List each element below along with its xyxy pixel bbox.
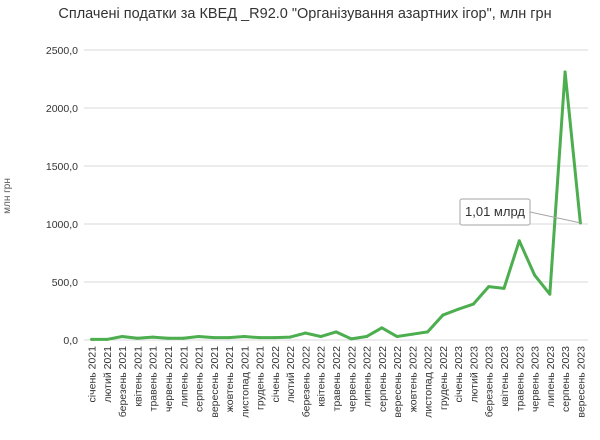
x-tick-label: травень 2021 [148,346,160,411]
data-point [380,326,384,330]
x-tick-label: квітень 2022 [316,346,328,407]
data-point [166,336,170,340]
x-tick-label: листопад 2022 [423,346,435,418]
x-tick-label: червень 2023 [530,346,542,412]
x-tick-label: липень 2022 [362,346,374,407]
x-axis-ticks: січень 2021 лютий 2021 березень 2021 квітен… [87,346,588,418]
x-tick-label: лютий 2022 [285,346,297,403]
x-tick-label: грудень 2022 [438,346,450,410]
x-tick-label: липень 2021 [178,346,190,407]
x-tick-label: листопад 2021 [239,346,251,418]
x-tick-label: вересень 2022 [392,346,404,418]
x-tick-label: березень 2023 [484,346,496,417]
data-point [90,337,94,341]
annotation-label: 1,01 млрд [465,204,525,219]
x-tick-label: червень 2021 [163,346,175,412]
data-point [105,337,109,341]
x-tick-label: жовтень 2022 [407,346,419,412]
data-point [487,285,491,289]
data-point [151,335,155,339]
y-tick-label: 1000,0 [46,219,78,231]
data-point [334,330,338,334]
x-tick-label: травень 2022 [331,346,343,411]
y-tick-label: 0,0 [63,335,78,347]
data-point [456,307,460,311]
x-tick-label: серпень 2021 [194,346,206,412]
data-point [197,335,201,339]
y-tick-label: 500,0 [52,277,78,289]
x-tick-label: березень 2021 [117,346,129,417]
data-point [227,336,231,340]
data-point [135,336,139,340]
annotation-box [459,198,531,226]
data-point [288,335,292,339]
x-tick-label: лютий 2021 [102,346,114,403]
x-tick-label: серпень 2022 [377,346,389,412]
y-axis-label: млн грн [2,178,13,214]
x-tick-label: квітень 2021 [132,346,144,407]
data-point [471,302,475,306]
data-point [212,336,216,340]
x-tick-label: вересень 2023 [575,346,587,418]
x-tick-label: січень 2021 [87,346,99,403]
data-point [426,330,430,334]
x-tick-label: травень 2023 [514,346,526,411]
data-point [365,335,369,339]
y-tick-label: 2000,0 [46,103,78,115]
x-tick-label: липень 2023 [545,346,557,407]
x-tick-label: червень 2022 [346,346,358,412]
x-tick-label: січень 2022 [270,346,282,403]
x-tick-label: квітень 2023 [499,346,511,407]
annotation: 1,01 млрд [459,198,581,226]
x-tick-label: лютий 2023 [468,346,480,403]
data-point [120,335,124,339]
data-point [441,313,445,317]
data-point [349,337,353,341]
data-point [517,239,521,243]
x-tick-label: січень 2023 [453,346,465,403]
data-point [303,331,307,335]
data-point [502,286,506,290]
y-tick-label: 1500,0 [46,161,78,173]
annotation-leader [529,211,581,224]
data-point [273,336,277,340]
y-tick-label: 2500,0 [46,45,78,57]
x-tick-label: вересень 2021 [209,346,221,418]
x-tick-label: березень 2022 [300,346,312,417]
data-point [548,292,552,296]
chart-title: Сплачені податки за КВЕД _R92.0 "Організ… [58,6,552,22]
data-point [410,332,414,336]
x-tick-label: серпень 2023 [560,346,572,412]
y-axis-ticks: 0,0 500,0 1000,0 1500,0 2000,0 2500,0 [46,45,78,347]
data-point [242,335,246,339]
data-point [563,70,567,74]
gridlines [84,49,588,341]
data-point [395,335,399,339]
data-points [90,70,582,341]
data-point [258,336,262,340]
data-point [533,273,537,277]
data-point [319,335,323,339]
x-tick-label: жовтень 2021 [224,346,236,412]
data-point [181,336,185,340]
x-tick-label: грудень 2021 [255,346,267,410]
